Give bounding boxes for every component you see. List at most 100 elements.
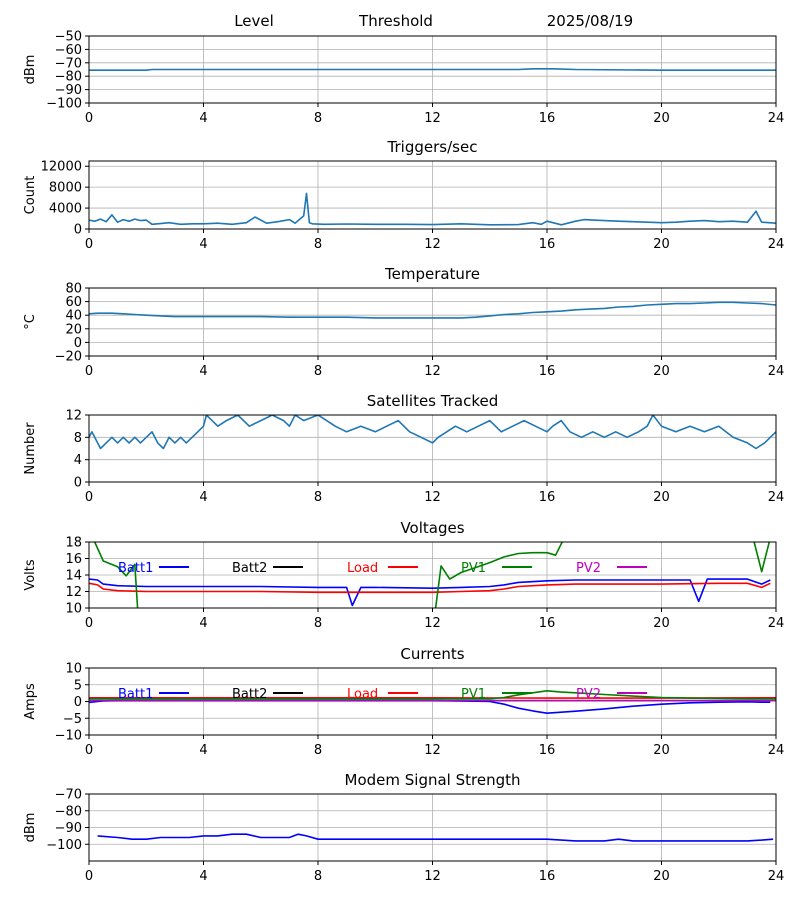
series-line-0 [89,415,776,450]
y-tick-label: −10 [55,729,82,744]
x-tick-label: 16 [539,237,556,252]
x-tick-label: 0 [85,490,93,505]
y-tick-label: 12 [65,585,82,600]
x-tick-label: 8 [314,237,322,252]
y-tick-label: 14 [65,569,82,584]
chart-title-part-1: Threshold [358,12,433,30]
x-tick-label: 16 [539,364,556,379]
chart-title: Temperature [384,265,480,283]
y-tick-label: −70 [55,788,82,803]
x-tick-label: 0 [85,616,93,631]
series-line-0 [97,833,774,842]
x-tick-label: 16 [539,111,556,126]
series-line-batt1 [89,699,771,715]
legend-label-batt2: Batt2 [232,687,267,702]
x-tick-label: 20 [653,364,670,379]
y-tick-label: −80 [55,804,82,819]
y-tick-label: −60 [55,43,82,58]
x-tick-label: 12 [424,237,441,252]
y-axis-label: Count [23,176,38,215]
x-tick-label: 20 [653,111,670,126]
y-tick-label: −70 [55,56,82,71]
y-tick-label: 8000 [49,181,82,196]
y-tick-label: 40 [65,309,82,324]
chart-panel-3: 0 4 8 12 16 20 24 0 4 8 12 Number Satellites Tracked [23,392,784,505]
x-tick-label: 24 [768,364,785,379]
x-tick-label: 4 [199,743,207,758]
chart-title-part-0: Level [234,12,274,30]
chart-title-part-2: 2025/08/19 [547,12,633,30]
x-tick-label: 12 [424,364,441,379]
legend-label-pv2: PV2 [576,561,601,576]
series-line-0 [89,301,776,319]
y-axis-label: dBm [23,813,38,843]
y-tick-label: 8 [74,431,82,446]
legend-label-batt1: Batt1 [118,561,153,576]
y-tick-label: 0 [74,336,82,351]
series-line-load [89,582,771,594]
y-tick-label: 16 [65,552,82,567]
x-tick-label: 16 [539,743,556,758]
chart-title: Voltages [400,519,464,537]
y-axis-label: dBm [23,55,38,85]
legend-label-load: Load [347,561,378,576]
x-tick-label: 0 [85,743,93,758]
y-axis-label: Number [23,422,38,475]
x-tick-label: 0 [85,364,93,379]
x-tick-label: 8 [314,111,322,126]
x-tick-label: 24 [768,111,785,126]
y-tick-label: 0 [74,476,82,491]
x-tick-label: 24 [768,490,785,505]
x-tick-label: 4 [199,490,207,505]
y-tick-label: 12 [65,409,82,424]
y-tick-label: 0 [74,223,82,238]
series-line-pv1 [93,542,771,608]
chart-title: Currents [400,645,464,663]
x-tick-label: 20 [653,616,670,631]
x-tick-label: 16 [539,869,556,884]
y-axis-label: Volts [23,559,38,591]
x-tick-label: 8 [314,869,322,884]
x-tick-label: 0 [85,237,93,252]
x-tick-label: 8 [314,616,322,631]
chart-title: Modem Signal Strength [345,771,521,789]
x-tick-label: 8 [314,490,322,505]
series-line-0 [89,192,776,226]
x-tick-label: 4 [199,616,207,631]
x-tick-label: 4 [199,869,207,884]
y-tick-label: 4 [74,453,82,468]
series-line-0 [89,68,776,71]
legend-label-batt2: Batt2 [232,561,267,576]
series-line-pv1 [89,689,776,700]
y-tick-label: −50 [55,30,82,45]
x-tick-label: 24 [768,869,785,884]
y-tick-label: 10 [65,662,82,677]
y-tick-label: −100 [46,838,82,853]
x-tick-label: 20 [653,237,670,252]
x-tick-label: 8 [314,364,322,379]
y-tick-label: −20 [55,350,82,365]
y-tick-label: 18 [65,536,82,551]
y-tick-label: 20 [65,322,82,337]
chart-panel-5: 0 4 8 12 16 20 24 −10 −5 0 510 Amps Currents Batt1 Bat… [23,645,784,758]
x-tick-label: 12 [424,616,441,631]
x-tick-label: 20 [653,869,670,884]
x-tick-label: 24 [768,743,785,758]
y-tick-label: −80 [55,70,82,85]
x-tick-label: 24 [768,616,785,631]
x-tick-label: 8 [314,743,322,758]
y-tick-label: 10 [65,602,82,617]
y-tick-label: 12000 [41,160,82,175]
x-tick-label: 4 [199,364,207,379]
legend-label-load: Load [347,687,378,702]
x-tick-label: 12 [424,111,441,126]
chart-title: Satellites Tracked [367,392,498,410]
y-tick-label: −100 [46,97,82,112]
x-tick-label: 4 [199,111,207,126]
y-tick-label: 0 [74,695,82,710]
y-tick-label: 5 [74,678,82,693]
chart-title: Triggers/sec [387,138,478,156]
